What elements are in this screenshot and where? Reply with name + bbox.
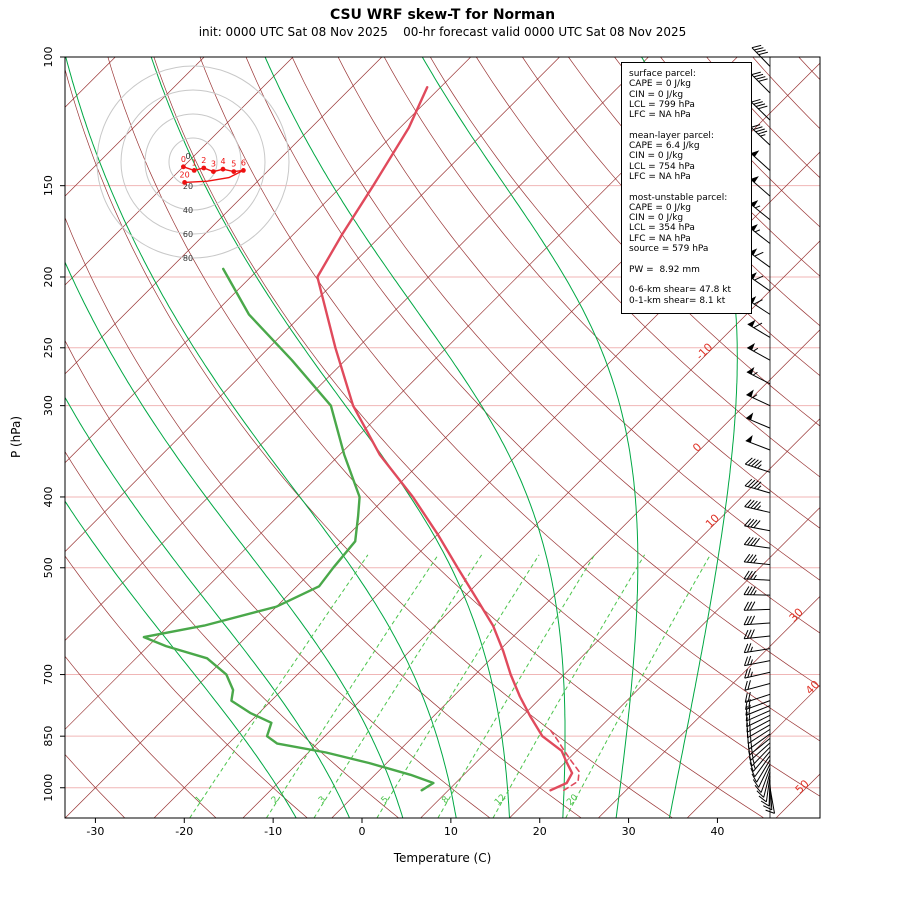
svg-text:20: 20 xyxy=(565,793,580,808)
info-line: LCL = 754 hPa xyxy=(629,161,695,172)
mixing-ratio-labels: 1 2 3 5 8 12 20 xyxy=(194,793,581,808)
info-line: 0-6-km shear= 47.8 kt xyxy=(629,285,731,296)
svg-text:60: 60 xyxy=(183,230,193,239)
info-line: LFC = NA hPa xyxy=(629,171,691,182)
pressure-gridlines xyxy=(65,57,820,789)
svg-text:3: 3 xyxy=(317,795,328,806)
info-line xyxy=(629,120,748,130)
svg-text:200: 200 xyxy=(42,266,55,287)
svg-text:20: 20 xyxy=(180,170,190,179)
svg-text:-20: -20 xyxy=(175,825,193,838)
svg-text:10: 10 xyxy=(444,825,458,838)
svg-text:700: 700 xyxy=(42,664,55,685)
svg-text:2: 2 xyxy=(201,156,206,165)
svg-text:3: 3 xyxy=(211,160,216,169)
parcel-info-panel: surface parcel: CAPE = 0 J/kg CIN = 0 J/… xyxy=(621,62,752,314)
svg-text:30: 30 xyxy=(622,825,636,838)
info-line: LCL = 354 hPa xyxy=(629,223,695,234)
svg-text:850: 850 xyxy=(42,726,55,747)
info-line xyxy=(629,275,748,285)
svg-text:5: 5 xyxy=(231,160,236,169)
svg-text:30: 30 xyxy=(787,606,806,625)
svg-text:400: 400 xyxy=(42,486,55,507)
svg-text:250: 250 xyxy=(42,337,55,358)
svg-text:500: 500 xyxy=(42,557,55,578)
dewpoint-trace xyxy=(142,267,435,792)
info-line: CIN = 0 J/kg xyxy=(629,213,684,224)
svg-text:20: 20 xyxy=(533,825,547,838)
hodograph: 0 20 40 60 80 0 1 2 3 4 5 6 20 xyxy=(96,65,290,263)
svg-text:0: 0 xyxy=(359,825,366,838)
info-line: 0-1-km shear= 8.1 kt xyxy=(629,295,726,306)
svg-text:6: 6 xyxy=(241,158,246,167)
svg-text:-10: -10 xyxy=(693,341,715,363)
info-line: most-unstable parcel: xyxy=(629,192,728,203)
info-line: LFC = NA hPa xyxy=(629,110,691,121)
svg-text:1: 1 xyxy=(194,795,205,806)
info-line: CIN = 0 J/kg xyxy=(629,151,684,162)
info-line xyxy=(629,254,748,264)
info-line: CIN = 0 J/kg xyxy=(629,89,684,100)
svg-text:5: 5 xyxy=(380,795,391,806)
svg-text:50: 50 xyxy=(793,777,812,796)
info-line: CAPE = 0 J/kg xyxy=(629,79,692,90)
isotherm-labels: -10 0 10 30 40 50 xyxy=(690,341,822,797)
parcel-trace xyxy=(549,729,580,792)
svg-text:20: 20 xyxy=(183,182,193,191)
svg-text:-10: -10 xyxy=(264,825,282,838)
x-axis-label: Temperature (C) xyxy=(393,851,492,865)
svg-text:1: 1 xyxy=(192,158,197,167)
info-line: PW = 8.92 mm xyxy=(629,264,700,275)
moist-adiabats xyxy=(65,57,738,818)
info-line: CAPE = 6.4 J/kg xyxy=(629,141,700,152)
svg-text:150: 150 xyxy=(42,175,55,196)
svg-text:40: 40 xyxy=(710,825,724,838)
y-axis-label: P (hPa) xyxy=(9,415,23,459)
svg-text:12: 12 xyxy=(493,793,508,808)
svg-text:-30: -30 xyxy=(86,825,104,838)
svg-text:80: 80 xyxy=(183,254,193,263)
mixing-ratio-lines xyxy=(189,554,711,818)
svg-text:0: 0 xyxy=(185,152,190,161)
svg-text:8: 8 xyxy=(440,795,451,806)
page-subtitle: init: 0000 UTC Sat 08 Nov 2025 00-hr for… xyxy=(198,25,687,39)
dry-adiabats xyxy=(65,57,820,818)
svg-text:2: 2 xyxy=(270,795,281,806)
svg-text:100: 100 xyxy=(42,47,55,68)
svg-text:4: 4 xyxy=(220,157,225,166)
wind-barbs xyxy=(743,44,776,818)
svg-text:40: 40 xyxy=(803,678,822,697)
info-line xyxy=(629,182,748,192)
svg-text:0: 0 xyxy=(690,440,704,454)
info-line: mean-layer parcel: xyxy=(629,130,714,141)
svg-text:300: 300 xyxy=(42,395,55,416)
svg-text:40: 40 xyxy=(183,206,193,215)
svg-text:10: 10 xyxy=(703,512,722,531)
svg-text:1000: 1000 xyxy=(42,774,55,802)
page-title: CSU WRF skew-T for Norman xyxy=(329,7,556,23)
isotherms xyxy=(65,57,820,818)
svg-text:0: 0 xyxy=(181,155,186,164)
info-line: source = 579 hPa xyxy=(629,244,709,255)
info-line: CAPE = 0 J/kg xyxy=(629,202,692,213)
temperature-trace xyxy=(316,85,574,792)
info-line: LFC = NA hPa xyxy=(629,233,691,244)
info-line: surface parcel: xyxy=(629,69,696,79)
info-line: LCL = 799 hPa xyxy=(629,99,695,110)
